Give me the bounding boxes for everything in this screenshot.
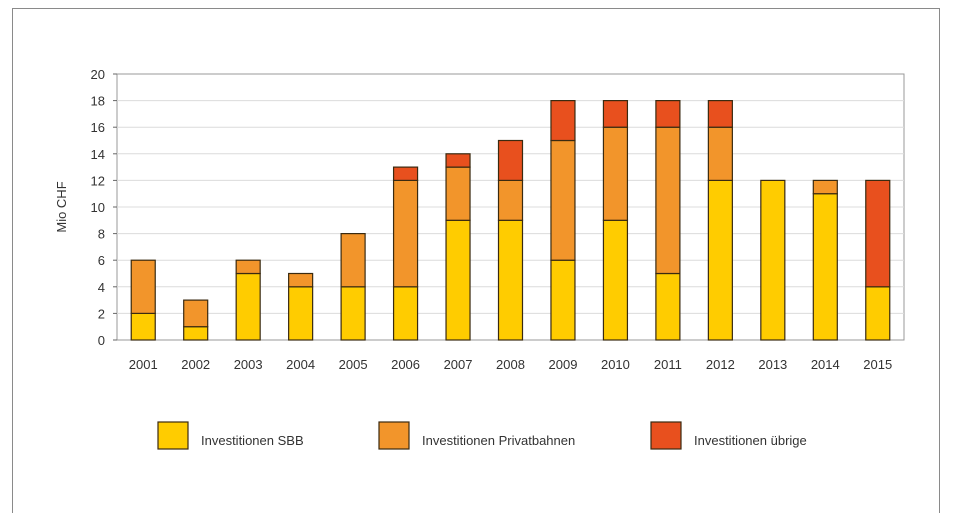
bar-segment: [602, 219, 629, 341]
bar-segment: [130, 259, 156, 315]
legend-swatch: [157, 421, 189, 450]
bar-segment: [707, 99, 733, 128]
bar-segment: [392, 286, 419, 341]
bar-segment: [602, 99, 629, 128]
bar-segment: [812, 193, 838, 341]
legend: Investitionen SBB Investitionen Privatbah…: [157, 421, 807, 450]
legend-swatch: [650, 421, 682, 450]
x-tick-label: 2006: [391, 357, 420, 372]
bar-segment: [655, 272, 681, 341]
bar-segment: [812, 179, 838, 195]
bar-segment: [655, 99, 681, 128]
x-tick-label: 2009: [549, 357, 578, 372]
x-tick-label: 2014: [811, 357, 840, 372]
bar-segment: [707, 179, 733, 341]
bar-segment: [760, 179, 786, 341]
bar-segment: [445, 219, 471, 341]
bar-segment: [340, 286, 366, 341]
x-tick-label: 2011: [654, 357, 682, 372]
bar-segment: [288, 272, 314, 288]
y-tick-label: 4: [98, 280, 105, 295]
bar-segment: [235, 272, 261, 341]
bar-segment: [497, 139, 524, 182]
bar-segment: [392, 179, 419, 288]
x-tick-label: 2015: [863, 357, 892, 372]
legend-label: Investitionen SBB: [201, 433, 304, 448]
bar-segment: [445, 153, 471, 168]
legend-swatch: [378, 421, 410, 450]
bar-segment: [130, 312, 156, 341]
x-tick-label: 2013: [758, 357, 787, 372]
bar-segment: [550, 139, 576, 261]
x-tick-label: 2004: [286, 357, 315, 372]
bar-segment: [497, 219, 524, 341]
x-tick-label: 2002: [181, 357, 210, 372]
bar-segment: [707, 126, 733, 181]
x-tick-labels: 2001 2002 2003 2004 2005 2006 2007 2008 2009 2010…: [129, 357, 892, 372]
chart-frame: [12, 8, 940, 513]
legend-label: Investitionen übrige: [694, 433, 807, 448]
bar-segment: [497, 179, 524, 221]
x-tick-label: 2005: [339, 357, 368, 372]
x-tick-label: 2010: [601, 357, 630, 372]
bar-segment: [183, 326, 209, 341]
y-tick-label: 6: [98, 253, 105, 268]
x-tick-label: 2003: [234, 357, 263, 372]
bar-segment: [183, 299, 209, 328]
x-tick-label: 2001: [129, 357, 158, 372]
bars: [130, 99, 891, 341]
bar-segment: [550, 259, 576, 341]
y-tick-label: 20: [91, 67, 105, 82]
y-tick-label: 16: [91, 120, 105, 135]
bar-segment: [340, 233, 366, 288]
y-tick-label: 14: [91, 147, 105, 162]
y-tick-label: 18: [91, 94, 105, 109]
y-tick-label: 12: [91, 173, 105, 188]
x-tick-label: 2008: [496, 357, 525, 372]
bar-segment: [602, 126, 629, 221]
legend-label: Investitionen Privatbahnen: [422, 433, 575, 448]
bar-segment: [445, 166, 471, 221]
y-tick-label: 8: [98, 227, 105, 242]
bar-segment: [865, 179, 891, 288]
bar-segment: [865, 286, 891, 341]
y-tick-label: 2: [98, 306, 105, 321]
y-axis-label: Mio CHF: [54, 181, 69, 232]
x-tick-label: 2007: [444, 357, 473, 372]
y-tick-label: 10: [91, 200, 105, 215]
bar-segment: [235, 259, 261, 275]
y-tick-label: 0: [98, 333, 105, 348]
bar-segment: [550, 99, 576, 142]
bar-segment: [288, 286, 314, 341]
y-tick-labels: 0 2 4 6 8 10 12 14 16 18 20: [91, 67, 117, 348]
bar-segment: [392, 166, 419, 182]
x-tick-label: 2012: [706, 357, 735, 372]
bar-segment: [655, 126, 681, 275]
